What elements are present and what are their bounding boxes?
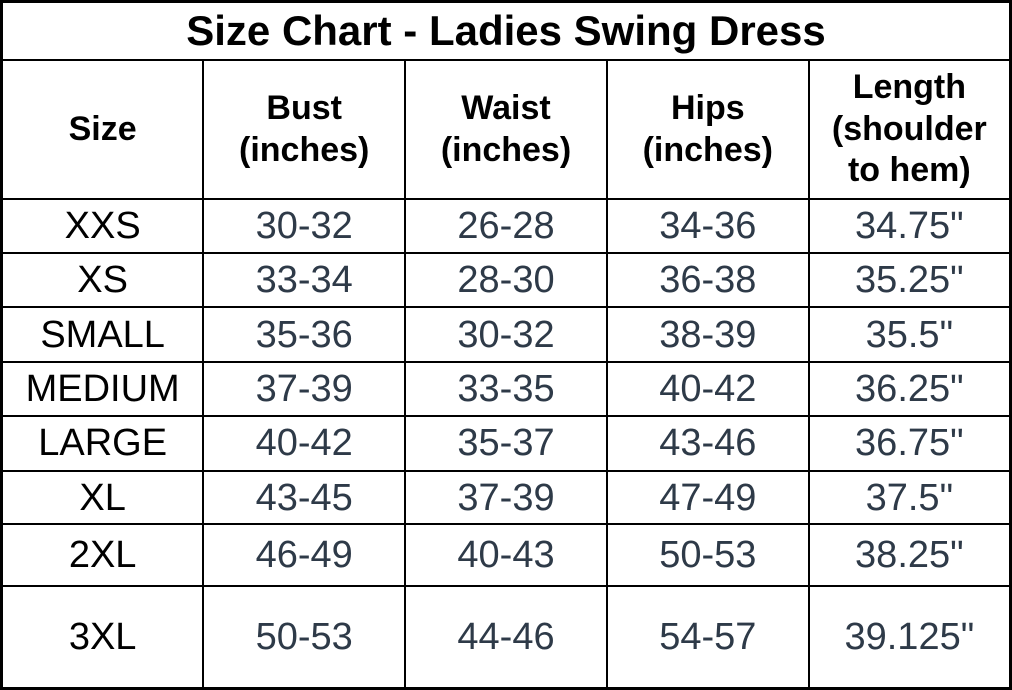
header-row: Size Bust (inches) Waist (inches) Hips (…	[0, 59, 1012, 200]
bust-cell: 33-34	[202, 252, 407, 309]
chart-title: Size Chart - Ladies Swing Dress	[0, 0, 1012, 61]
length-cell: 38.25"	[807, 523, 1012, 587]
size-cell: 2XL	[0, 523, 205, 587]
bust-cell: 35-36	[202, 306, 407, 363]
size-cell: XL	[0, 470, 205, 526]
column-header-hips: Hips (inches)	[605, 59, 810, 200]
bust-cell: 43-45	[202, 470, 407, 526]
length-cell: 35.25"	[807, 252, 1012, 309]
bust-cell: 30-32	[202, 197, 407, 255]
size-cell: SMALL	[0, 306, 205, 363]
length-cell: 37.5"	[807, 470, 1012, 526]
table-row-medium: MEDIUM 37-39 33-35 40-42 36.25"	[0, 360, 1012, 417]
hips-cell: 36-38	[605, 252, 810, 309]
length-cell: 36.25"	[807, 360, 1012, 417]
bust-cell: 50-53	[202, 584, 407, 690]
length-cell: 34.75"	[807, 197, 1012, 255]
length-cell: 39.125"	[807, 584, 1012, 690]
table-row-2xl: 2XL 46-49 40-43 50-53 38.25"	[0, 523, 1012, 587]
waist-cell: 35-37	[404, 414, 608, 473]
length-cell: 36.75"	[807, 414, 1012, 473]
size-cell: LARGE	[0, 414, 205, 473]
column-header-length: Length (shoulder to hem)	[807, 59, 1012, 200]
hips-cell: 38-39	[605, 306, 810, 363]
hips-cell: 50-53	[605, 523, 810, 587]
bust-cell: 46-49	[202, 523, 407, 587]
size-cell: 3XL	[0, 584, 205, 690]
table-row-large: LARGE 40-42 35-37 43-46 36.75"	[0, 414, 1012, 473]
table-row-xxs: XXS 30-32 26-28 34-36 34.75"	[0, 197, 1012, 255]
size-cell: MEDIUM	[0, 360, 205, 417]
bust-cell: 40-42	[202, 414, 407, 473]
bust-cell: 37-39	[202, 360, 407, 417]
table-row-xl: XL 43-45 37-39 47-49 37.5"	[0, 470, 1012, 526]
size-cell: XS	[0, 252, 205, 309]
hips-cell: 34-36	[605, 197, 810, 255]
title-row: Size Chart - Ladies Swing Dress	[0, 0, 1012, 61]
hips-cell: 43-46	[605, 414, 810, 473]
column-header-size: Size	[0, 59, 205, 200]
waist-cell: 44-46	[404, 584, 608, 690]
column-header-bust: Bust (inches)	[202, 59, 407, 200]
waist-cell: 28-30	[404, 252, 608, 309]
table-row-xs: XS 33-34 28-30 36-38 35.25"	[0, 252, 1012, 309]
waist-cell: 37-39	[404, 470, 608, 526]
table-row-small: SMALL 35-36 30-32 38-39 35.5"	[0, 306, 1012, 363]
column-header-waist: Waist (inches)	[404, 59, 608, 200]
waist-cell: 30-32	[404, 306, 608, 363]
table-row-3xl: 3XL 50-53 44-46 54-57 39.125"	[0, 584, 1012, 690]
hips-cell: 40-42	[605, 360, 810, 417]
size-cell: XXS	[0, 197, 205, 255]
length-cell: 35.5"	[807, 306, 1012, 363]
hips-cell: 47-49	[605, 470, 810, 526]
waist-cell: 33-35	[404, 360, 608, 417]
hips-cell: 54-57	[605, 584, 810, 690]
waist-cell: 40-43	[404, 523, 608, 587]
waist-cell: 26-28	[404, 197, 608, 255]
